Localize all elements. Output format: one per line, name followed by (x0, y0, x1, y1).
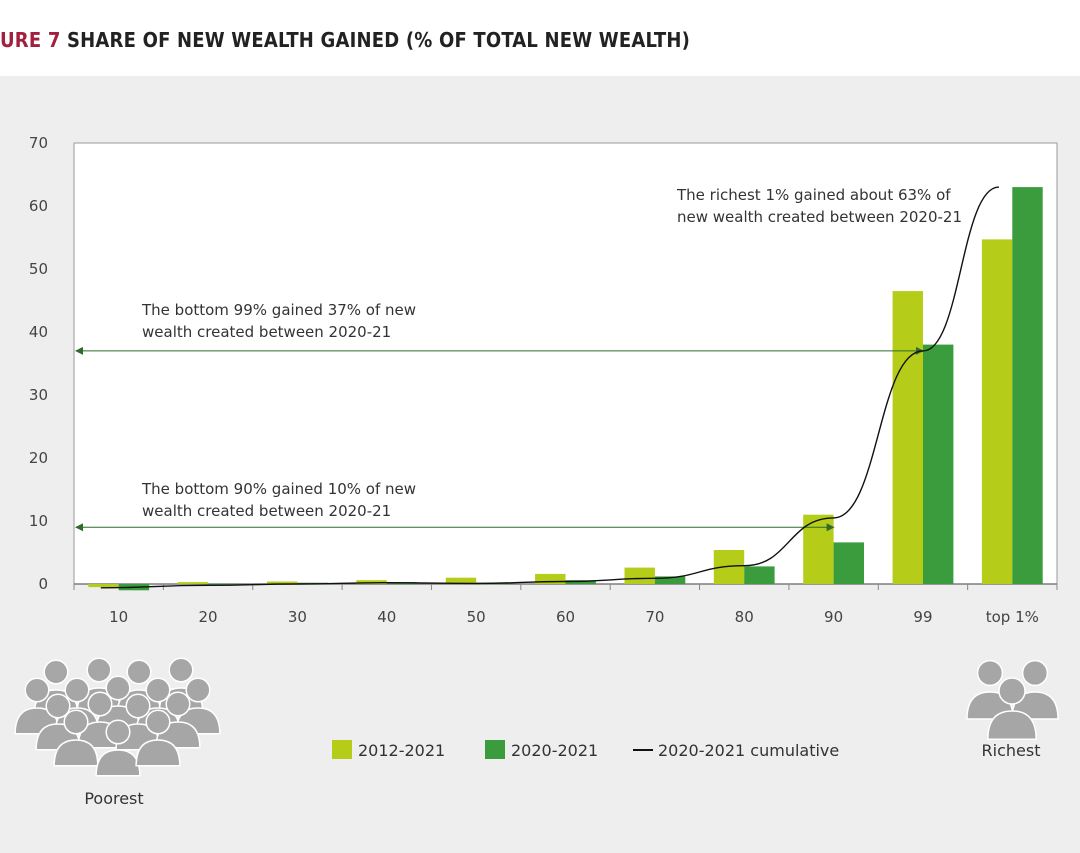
bar-2020-2021-60 (565, 580, 596, 584)
bar-2020-2021-90 (833, 542, 864, 584)
bar-2012-2021-70 (624, 567, 655, 584)
bar-2020-2021-99 (923, 344, 954, 584)
y-tick-label: 10 (29, 512, 48, 530)
richest-people-icon (966, 659, 1059, 741)
x-tick-label: 70 (645, 608, 664, 626)
annotation-bottom90-line2: wealth created between 2020-21 (142, 502, 391, 520)
legend: 2012-2021 2020-2021 2020-2021 cumulative (332, 740, 839, 760)
y-axis-ticks: 0 10 20 30 40 50 60 70 (29, 134, 48, 593)
annotation-arrows (75, 346, 924, 532)
annotation-bottom99-line1: The bottom 99% gained 37% of new (141, 301, 416, 319)
legend-label-2012-2021: 2012-2021 (358, 741, 445, 760)
y-tick-label: 70 (29, 134, 48, 152)
bar-2012-2021-30 (267, 581, 298, 584)
bar-2012-2021-10 (88, 584, 119, 588)
richest-label: Richest (982, 741, 1041, 760)
bar-2020-2021-80 (744, 566, 775, 584)
bar-2020-2021-70 (654, 576, 686, 584)
legend-label-2020-2021: 2020-2021 (511, 741, 598, 760)
y-tick-label: 20 (29, 449, 48, 467)
legend-swatch-2012-2021 (332, 740, 352, 759)
figure-number: URE 7 (0, 28, 61, 52)
bar-2012-2021-50 (445, 577, 477, 584)
y-tick-label: 50 (29, 260, 48, 278)
legend-swatch-2020-2021 (485, 740, 505, 759)
x-tick-label: 20 (198, 608, 217, 626)
person-icon (95, 719, 141, 777)
annotation-top1-line1: The richest 1% gained about 63% of (676, 186, 951, 204)
x-tick-label: 60 (556, 608, 575, 626)
person-icon (175, 677, 221, 735)
legend-label-cumulative: 2020-2021 cumulative (658, 741, 839, 760)
y-tick-label: 0 (38, 575, 48, 593)
y-tick-label: 40 (29, 323, 48, 341)
x-tick-label: 30 (288, 608, 307, 626)
x-tick-label: 10 (109, 608, 128, 626)
annotation-bottom90-line1: The bottom 90% gained 10% of new (141, 480, 416, 498)
bar-2012-2021-60 (535, 573, 566, 584)
annotation-top1-line2: new wealth created between 2020-21 (677, 208, 962, 226)
x-tick-label: 90 (824, 608, 843, 626)
bar-2020-2021-top1 (1012, 187, 1043, 584)
cumulative-line (100, 186, 999, 589)
x-tick-label: 40 (377, 608, 396, 626)
person-icon (987, 677, 1037, 741)
x-tick-label: 80 (735, 608, 754, 626)
y-tick-label: 30 (29, 386, 48, 404)
x-axis-ticks: 10 20 30 40 50 60 70 80 90 99 top 1% (73, 584, 1058, 626)
bar-2012-2021-99 (892, 291, 923, 584)
person-icon (1011, 659, 1059, 720)
bar-2012-2021-top1 (981, 239, 1013, 584)
person-icon (53, 709, 99, 767)
y-tick-label: 60 (29, 197, 48, 215)
annotation-bottom99-line2: wealth created between 2020-21 (142, 323, 391, 341)
figure-title: URE 7 SHARE OF NEW WEALTH GAINED (% OF T… (0, 28, 690, 52)
figure-title-text: SHARE OF NEW WEALTH GAINED (% OF TOTAL N… (67, 28, 690, 52)
person-icon (135, 709, 181, 767)
bar-2012-2021-20 (177, 582, 209, 584)
x-tick-label: top 1% (986, 608, 1039, 626)
poorest-people-icon (14, 657, 221, 777)
x-tick-label: 50 (467, 608, 486, 626)
x-tick-label: 99 (913, 608, 932, 626)
bars (88, 187, 1043, 591)
poorest-label: Poorest (84, 789, 143, 808)
